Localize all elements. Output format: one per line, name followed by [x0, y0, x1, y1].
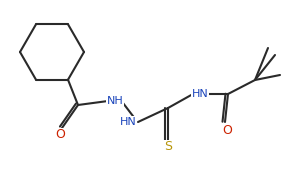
- Text: HN: HN: [192, 89, 208, 99]
- Text: S: S: [164, 140, 172, 154]
- Text: HN: HN: [120, 117, 137, 127]
- Text: O: O: [55, 129, 65, 142]
- Text: NH: NH: [107, 96, 124, 106]
- Text: O: O: [222, 124, 232, 137]
